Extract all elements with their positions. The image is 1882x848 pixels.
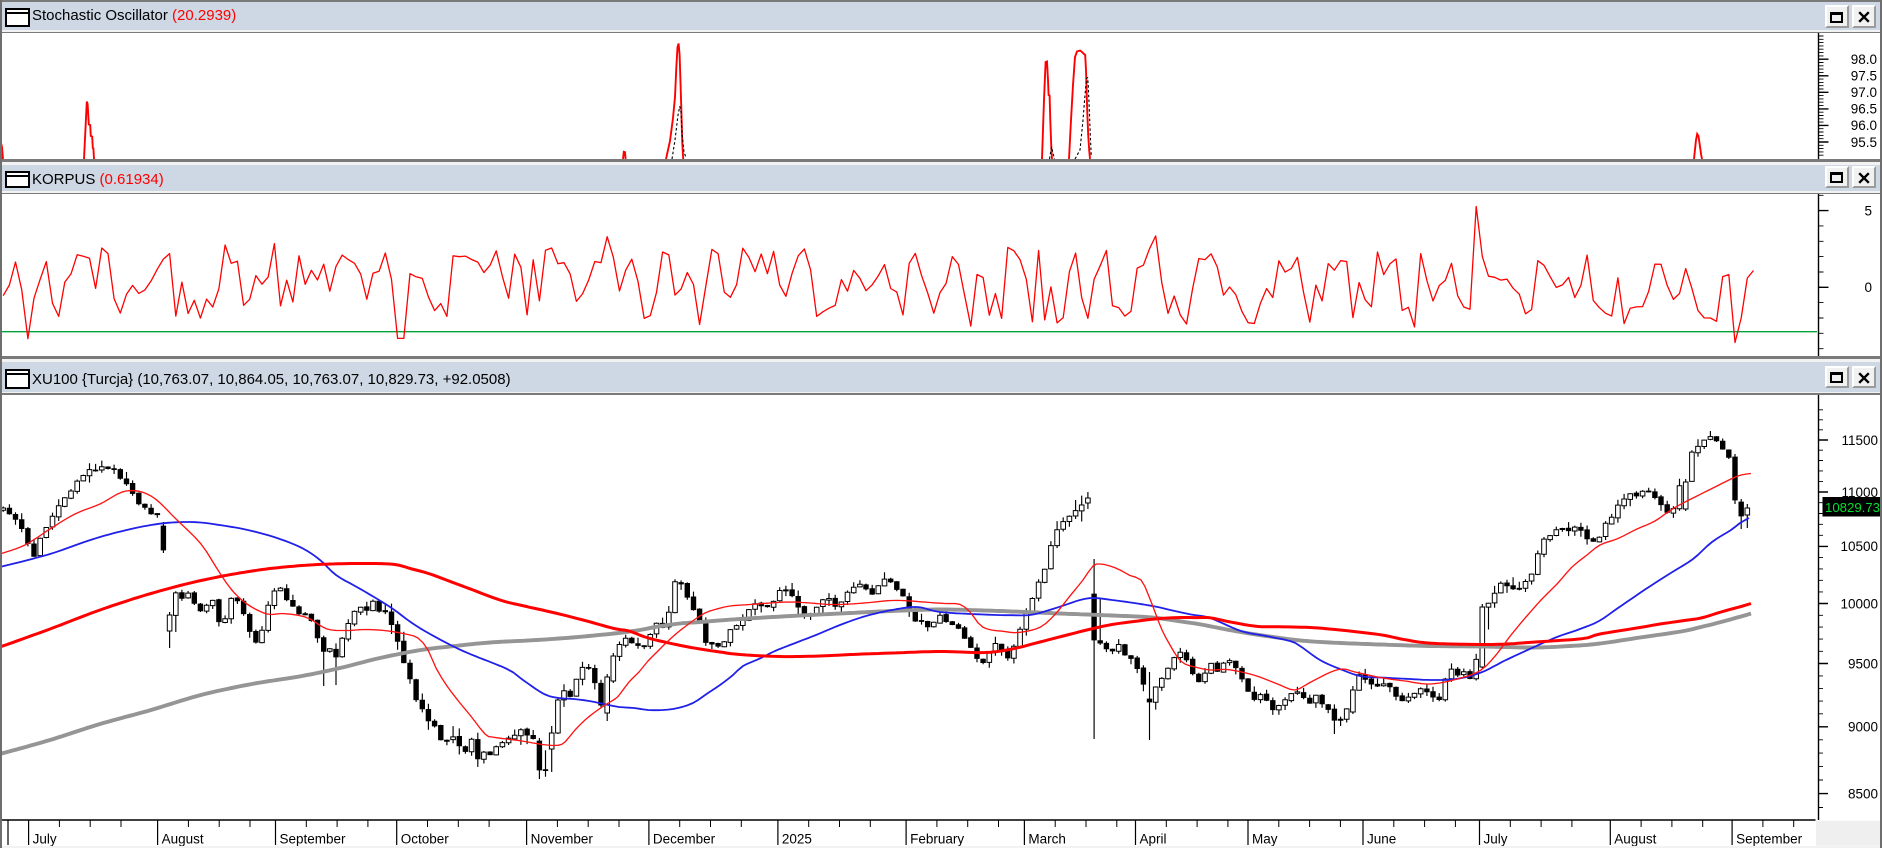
svg-text:98.0: 98.0 xyxy=(1851,52,1877,67)
svg-text:11500: 11500 xyxy=(1841,433,1878,448)
svg-text:97.0: 97.0 xyxy=(1851,85,1877,100)
svg-text:November: November xyxy=(531,832,594,847)
svg-text:10500: 10500 xyxy=(1840,539,1878,554)
svg-text:July: July xyxy=(1484,832,1508,847)
svg-text:March: March xyxy=(1028,832,1066,847)
svg-text:September: September xyxy=(1736,832,1803,847)
svg-text:10000: 10000 xyxy=(1840,596,1878,611)
svg-text:97.5: 97.5 xyxy=(1851,69,1877,84)
svg-text:May: May xyxy=(1252,832,1278,847)
svg-text:September: September xyxy=(280,832,347,847)
svg-text:10829.73: 10829.73 xyxy=(1825,500,1880,515)
svg-text:April: April xyxy=(1140,832,1167,847)
svg-text:96.0: 96.0 xyxy=(1851,118,1877,133)
svg-text:9000: 9000 xyxy=(1848,720,1878,735)
svg-text:October: October xyxy=(401,832,450,847)
svg-text:9500: 9500 xyxy=(1848,656,1878,671)
svg-text:July: July xyxy=(33,832,57,847)
svg-text:5: 5 xyxy=(1864,203,1872,218)
svg-text:August: August xyxy=(1614,832,1656,847)
svg-text:11000: 11000 xyxy=(1841,485,1878,500)
svg-text:December: December xyxy=(653,832,716,847)
svg-text:95.5: 95.5 xyxy=(1851,135,1877,150)
svg-text:June: June xyxy=(1367,832,1396,847)
svg-text:8500: 8500 xyxy=(1848,786,1878,801)
svg-text:February: February xyxy=(910,832,964,847)
svg-text:August: August xyxy=(162,832,204,847)
svg-text:0: 0 xyxy=(1864,280,1872,295)
svg-text:96.5: 96.5 xyxy=(1851,102,1877,117)
svg-text:2025: 2025 xyxy=(782,832,812,847)
